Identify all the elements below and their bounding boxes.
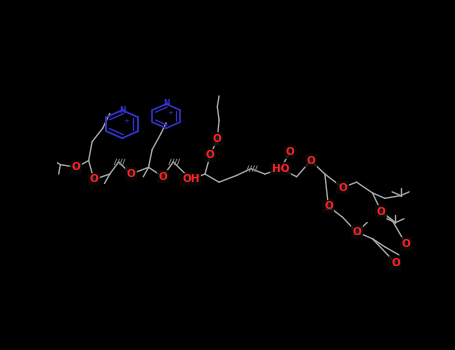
Text: O: O — [90, 174, 98, 184]
Text: O: O — [402, 239, 410, 249]
Text: O: O — [324, 201, 333, 211]
Text: O: O — [352, 227, 361, 237]
Text: O: O — [213, 134, 222, 144]
Text: O: O — [126, 169, 135, 179]
Text: +: + — [167, 110, 173, 116]
Text: O: O — [158, 172, 167, 182]
Text: N: N — [119, 106, 126, 115]
Text: O: O — [285, 147, 294, 158]
Text: O: O — [391, 258, 400, 268]
Text: O: O — [206, 150, 215, 160]
Text: HO: HO — [272, 164, 289, 174]
Text: O: O — [72, 162, 81, 172]
Text: N: N — [163, 99, 169, 108]
Text: O: O — [306, 156, 315, 166]
Text: OH: OH — [182, 174, 200, 184]
Text: O: O — [377, 207, 386, 217]
Text: O: O — [338, 183, 347, 193]
Text: +: + — [124, 118, 130, 124]
